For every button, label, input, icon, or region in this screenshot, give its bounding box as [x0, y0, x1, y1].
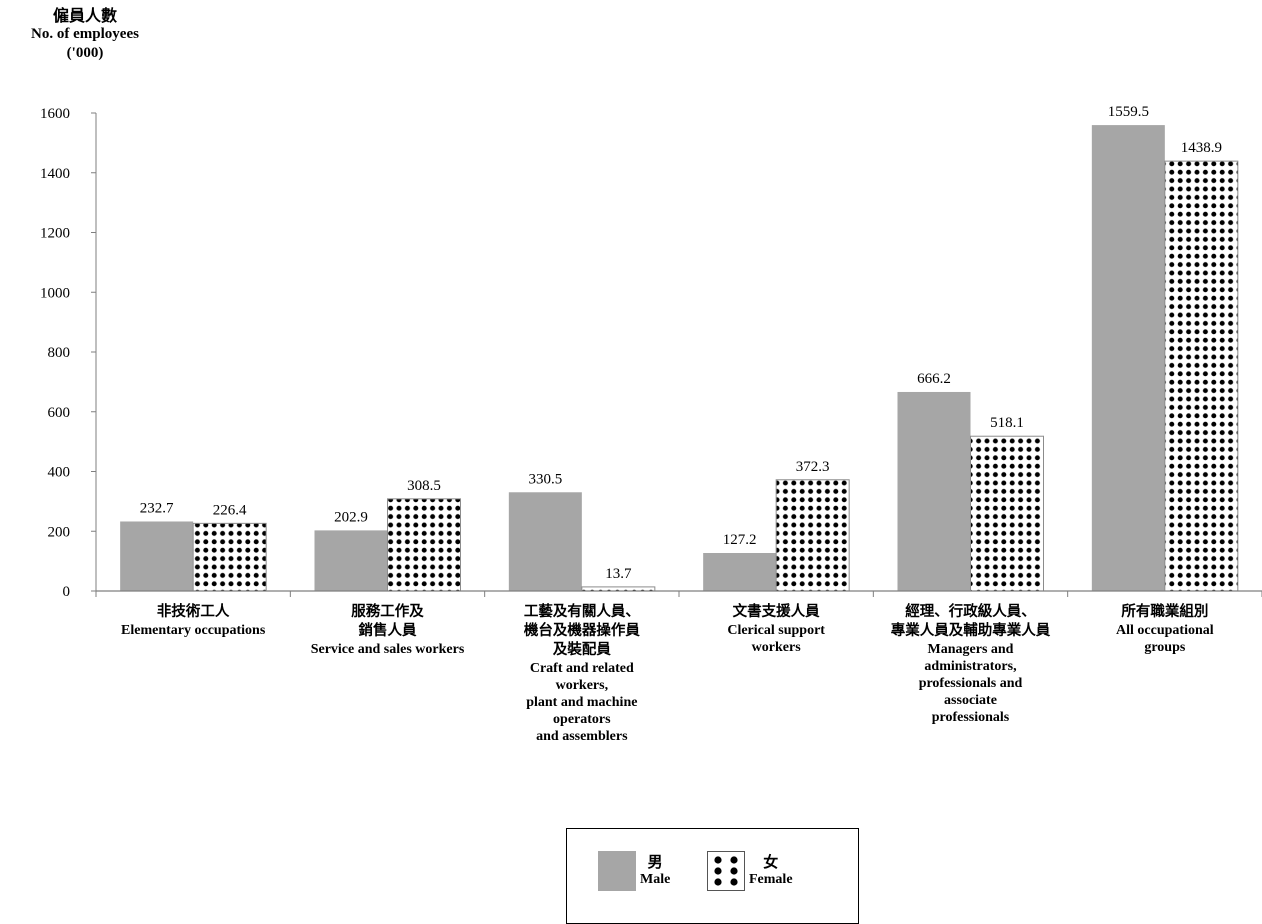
- y-tick-label: 1400: [40, 166, 70, 182]
- legend: 男 Male 女 Female: [566, 828, 859, 924]
- data-label-female-3: 372.3: [796, 459, 830, 475]
- category-label-zh: 工藝及有關人員、 機台及機器操作員 及裝配員: [523, 604, 640, 658]
- legend-male-zh: 男: [647, 853, 663, 871]
- y-tick-label: 1600: [40, 106, 70, 122]
- y-tick-label: 600: [48, 405, 71, 421]
- bar-male-0: [120, 521, 194, 591]
- bar-male-4: [897, 391, 971, 591]
- category-label-en: Craft and related workers, plant and mac…: [526, 661, 638, 744]
- x-axis: [95, 590, 1262, 597]
- y-axis-title-en: No. of employees: [31, 26, 139, 42]
- legend-female-zh: 女: [763, 853, 779, 871]
- bars-group: [120, 125, 1239, 592]
- data-label-female-2: 13.7: [605, 566, 632, 582]
- data-labels-group: 232.7 202.9 330.5 127.2 666.2 1559.5 226.4 308.…: [140, 104, 1222, 582]
- legend-female-en: Female: [749, 872, 793, 887]
- data-label-female-5: 1438.9: [1181, 140, 1222, 156]
- bar-female-5: [1164, 160, 1239, 592]
- bar-male-3: [703, 552, 777, 591]
- bar-male-1: [314, 530, 388, 591]
- data-label-female-0: 226.4: [213, 502, 247, 518]
- category-label-zh: 經理、行政級人員、 專業人員及輔助專業人員: [890, 604, 1051, 639]
- y-tick-label: 200: [48, 524, 71, 540]
- y-tick-label: 0: [63, 584, 71, 600]
- y-tick-label: 1200: [40, 226, 70, 242]
- category-label-en: Elementary occupations: [121, 623, 266, 638]
- data-label-male-1: 202.9: [334, 509, 368, 525]
- category-label-en: All occupational groups: [1116, 623, 1214, 655]
- data-label-male-5: 1559.5: [1108, 104, 1149, 120]
- bar-male-2: [508, 492, 582, 591]
- data-label-male-3: 127.2: [723, 532, 757, 548]
- category-label-4: 經理、行政級人員、 專業人員及輔助專業人員 Managers and admini…: [871, 603, 1071, 726]
- category-label-en: Service and sales workers: [310, 642, 465, 657]
- category-label-5: 所有職業組別 All occupational groups: [1065, 603, 1262, 656]
- y-axis: 0 200 400 600 800 1000 1200 1400 1600: [40, 106, 97, 600]
- y-tick-label: 1000: [40, 285, 70, 301]
- data-label-male-4: 666.2: [917, 371, 951, 387]
- bar-female-0: [192, 522, 267, 592]
- category-label-en: Managers and administrators, professiona…: [918, 642, 1023, 725]
- legend-swatch-male: [598, 851, 636, 891]
- legend-male-en: Male: [640, 872, 671, 887]
- y-axis-title: 僱員人數 No. of employees ('000): [0, 6, 170, 63]
- category-label-zh: 非技術工人: [156, 604, 230, 620]
- bar-female-1: [387, 498, 461, 592]
- category-label-en: Clerical support workers: [727, 623, 825, 655]
- data-label-female-4: 518.1: [990, 415, 1024, 431]
- data-label-female-1: 308.5: [407, 478, 441, 494]
- bar-female-3: [775, 479, 850, 592]
- category-label-1: 服務工作及 銷售人員 Service and sales workers: [288, 603, 488, 658]
- y-tick-label: 800: [48, 345, 71, 361]
- category-label-0: 非技術工人 Elementary occupations: [93, 603, 293, 639]
- legend-item-male: 男 Male: [598, 851, 670, 891]
- category-label-zh: 所有職業組別: [1121, 604, 1209, 620]
- bar-male-5: [1091, 125, 1165, 592]
- category-label-3: 文書支援人員 Clerical support workers: [676, 603, 876, 656]
- category-label-zh: 服務工作及 銷售人員: [351, 604, 424, 639]
- bar-female-4: [970, 435, 1044, 592]
- legend-swatch-female: [707, 851, 745, 891]
- y-axis-title-unit: ('000): [66, 45, 104, 61]
- y-tick-label: 400: [48, 465, 71, 481]
- data-label-male-2: 330.5: [528, 471, 562, 487]
- category-label-zh: 文書支援人員: [732, 604, 820, 620]
- data-label-male-0: 232.7: [140, 500, 174, 516]
- category-label-2: 工藝及有關人員、 機台及機器操作員 及裝配員 Craft and related …: [482, 603, 682, 745]
- legend-item-female: 女 Female: [707, 851, 793, 891]
- bar-female-2: [581, 586, 656, 592]
- y-axis-title-zh: 僱員人數: [52, 6, 117, 25]
